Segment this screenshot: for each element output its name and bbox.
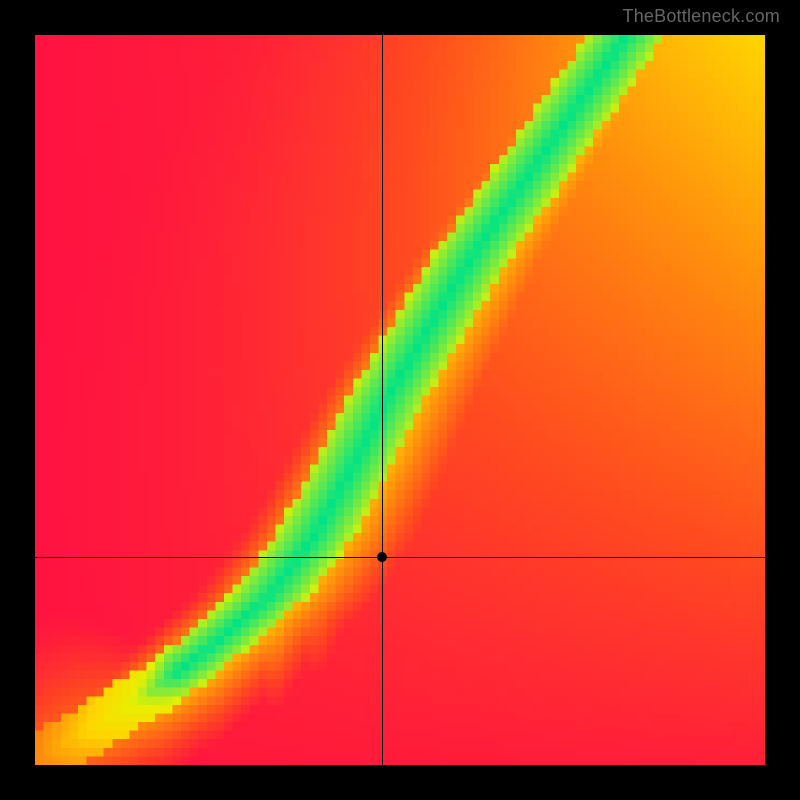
plot-area	[35, 35, 765, 765]
watermark-text: TheBottleneck.com	[623, 6, 780, 27]
heatmap-canvas	[35, 35, 765, 765]
crosshair-marker	[377, 552, 387, 562]
chart-container: TheBottleneck.com	[0, 0, 800, 800]
crosshair-vertical	[382, 35, 383, 765]
crosshair-horizontal	[35, 557, 765, 558]
